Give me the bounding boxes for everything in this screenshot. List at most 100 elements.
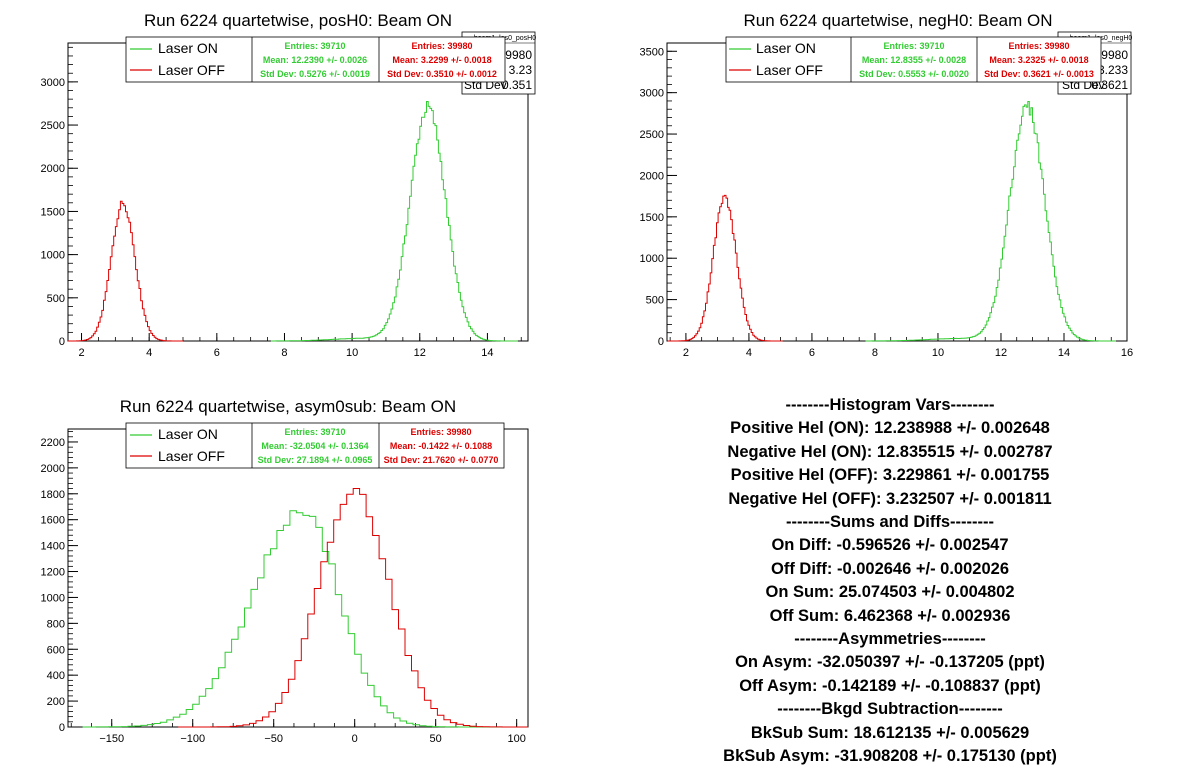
summary-header-sums-diffs: --------Sums and Diffs-------- bbox=[785, 513, 994, 532]
y-tick-label: 600 bbox=[47, 644, 65, 656]
y-tick-label: 0 bbox=[59, 722, 65, 734]
x-tick-label: 50 bbox=[430, 733, 442, 745]
summary-pos-hel-off: Positive Hel (OFF): 3.229861 +/- 0.00175… bbox=[730, 466, 1050, 485]
stat-on-std: Std Dev: 0.5553 +/- 0.0020 bbox=[859, 69, 969, 79]
y-tick-label: 1600 bbox=[41, 515, 65, 527]
statbox-std: 0.351 bbox=[502, 78, 532, 92]
x-tick-label: 12 bbox=[414, 347, 426, 359]
histogram-series-laser-off bbox=[178, 488, 529, 728]
x-tick-label: 8 bbox=[872, 347, 878, 359]
stat-on-std: Std Dev: 27.1894 +/- 0.0965 bbox=[258, 455, 373, 465]
y-tick-label: 800 bbox=[47, 618, 65, 630]
chart-title-posH0: Run 6224 quartetwise, posH0: Beam ON bbox=[144, 11, 452, 30]
legend-label-off: Laser OFF bbox=[158, 448, 225, 464]
legend-asym0sub: Laser ON Laser OFF Entries: 39710 Mean: … bbox=[125, 422, 505, 469]
legend-label-on: Laser ON bbox=[158, 426, 218, 442]
x-tick-label: 8 bbox=[281, 347, 287, 359]
stat-off-std: Std Dev: 0.3621 +/- 0.0013 bbox=[984, 69, 1094, 79]
x-tick-label: 10 bbox=[346, 347, 358, 359]
chart-title-negH0: Run 6224 quartetwise, negH0: Beam ON bbox=[743, 11, 1052, 30]
stat-on-entries: Entries: 39710 bbox=[284, 427, 345, 437]
x-tick-label: 14 bbox=[481, 347, 493, 359]
y-tick-label: 1500 bbox=[640, 212, 664, 224]
plot-frame bbox=[67, 428, 529, 728]
x-tick-label: 100 bbox=[507, 733, 525, 745]
y-tick-label: 400 bbox=[47, 670, 65, 682]
legend-posH0: Laser ON Laser OFF Entries: 39710 Mean: … bbox=[125, 36, 506, 83]
y-tick-label: 2000 bbox=[41, 463, 65, 475]
y-tick-label: 3500 bbox=[640, 46, 664, 58]
summary-header-asymmetries: --------Asymmetries-------- bbox=[794, 630, 986, 649]
statbox-mean: 3.23 bbox=[509, 63, 533, 77]
stat-on-mean: Mean: 12.8355 +/- 0.0028 bbox=[862, 55, 966, 65]
stat-off-mean: Mean: -0.1422 +/- 0.1088 bbox=[390, 441, 492, 451]
statbox-entries: 39980 bbox=[499, 48, 533, 62]
y-tick-label: 1400 bbox=[41, 541, 65, 553]
y-tick-label: 3000 bbox=[41, 77, 65, 89]
histogram-asym0sub: Run 6224 quartetwise, asym0sub: Beam ON … bbox=[41, 397, 529, 745]
summary-header-bkgd-subtraction: --------Bkgd Subtraction-------- bbox=[777, 700, 1003, 719]
stat-off-std: Std Dev: 0.3510 +/- 0.0012 bbox=[387, 69, 497, 79]
y-tick-label: 1000 bbox=[41, 250, 65, 262]
summary-off-asym: Off Asym: -0.142189 +/- -0.108837 (ppt) bbox=[739, 676, 1041, 695]
x-tick-label: −100 bbox=[180, 733, 205, 745]
stat-on-mean: Mean: -32.0504 +/- 0.1364 bbox=[261, 441, 368, 451]
x-tick-label: 6 bbox=[214, 347, 220, 359]
stat-off-entries: Entries: 39980 bbox=[411, 41, 472, 51]
stat-on-std: Std Dev: 0.5276 +/- 0.0019 bbox=[260, 69, 370, 79]
statbox-entries: 39980 bbox=[1095, 48, 1129, 62]
histogram-series-laser-on bbox=[270, 101, 518, 342]
x-tick-label: 12 bbox=[995, 347, 1007, 359]
legend-label-off: Laser OFF bbox=[756, 62, 823, 78]
summary-on-sum: On Sum: 25.074503 +/- 0.004802 bbox=[765, 583, 1015, 602]
x-tick-label: 2 bbox=[683, 347, 689, 359]
y-tick-label: 2500 bbox=[640, 129, 664, 141]
statbox-mean: 3.233 bbox=[1098, 63, 1128, 77]
stat-on-entries: Entries: 39710 bbox=[883, 41, 944, 51]
y-tick-label: 1000 bbox=[640, 253, 664, 265]
y-tick-label: 500 bbox=[47, 293, 65, 305]
x-tick-label: 6 bbox=[809, 347, 815, 359]
summary-bksub-sum: BkSub Sum: 18.612135 +/- 0.005629 bbox=[750, 723, 1030, 742]
y-tick-label: 500 bbox=[646, 295, 664, 307]
y-tick-label: 1800 bbox=[41, 489, 65, 501]
stat-off-entries: Entries: 39980 bbox=[1008, 41, 1069, 51]
x-tick-label: 2 bbox=[78, 347, 84, 359]
y-tick-label: 0 bbox=[59, 336, 65, 348]
legend-label-on: Laser ON bbox=[756, 40, 816, 56]
stat-on-mean: Mean: 12.2390 +/- 0.0026 bbox=[263, 55, 367, 65]
x-tick-label: 4 bbox=[146, 347, 152, 359]
summary-off-diff: Off Diff: -0.002646 +/- 0.002026 bbox=[771, 559, 1009, 578]
summary-off-sum: Off Sum: 6.462368 +/- 0.002936 bbox=[769, 606, 1011, 625]
histogram-series-laser-off bbox=[667, 194, 783, 342]
y-tick-label: 2000 bbox=[640, 170, 664, 182]
x-tick-label: −50 bbox=[264, 733, 283, 745]
summary-header-histogram-vars: --------Histogram Vars-------- bbox=[785, 396, 995, 414]
histogram-series-laser-on bbox=[82, 510, 524, 728]
y-tick-label: 200 bbox=[47, 696, 65, 708]
x-tick-label: 14 bbox=[1058, 347, 1070, 359]
y-tick-label: 1200 bbox=[41, 567, 65, 579]
y-tick-label: 2200 bbox=[41, 437, 65, 449]
y-tick-label: 1500 bbox=[41, 206, 65, 218]
histogram-series-laser-on bbox=[865, 101, 1116, 342]
y-tick-label: 0 bbox=[658, 336, 664, 348]
legend-label-on: Laser ON bbox=[158, 40, 218, 56]
summary-neg-hel-on: Negative Hel (ON): 12.835515 +/- 0.00278… bbox=[727, 442, 1053, 461]
y-tick-label: 2000 bbox=[41, 163, 65, 175]
chart-title-asym0sub: Run 6224 quartetwise, asym0sub: Beam ON bbox=[120, 397, 456, 416]
plot-frame bbox=[67, 42, 529, 342]
summary-on-asym: On Asym: -32.050397 +/- -0.137205 (ppt) bbox=[735, 653, 1045, 672]
x-tick-label: 0 bbox=[352, 733, 358, 745]
histogram-series-laser-off bbox=[68, 200, 183, 342]
stat-off-mean: Mean: 3.2299 +/- 0.0018 bbox=[392, 55, 491, 65]
y-tick-label: 2500 bbox=[41, 120, 65, 132]
summary-panel: --------Histogram Vars-------- Positive … bbox=[640, 394, 1140, 769]
stat-off-entries: Entries: 39980 bbox=[410, 427, 471, 437]
legend-label-off: Laser OFF bbox=[158, 62, 225, 78]
y-tick-label: 1000 bbox=[41, 592, 65, 604]
summary-bksub-asym: BkSub Asym: -31.908208 +/- 0.175130 (ppt… bbox=[723, 747, 1057, 766]
y-tick-label: 3000 bbox=[640, 88, 664, 100]
stat-on-entries: Entries: 39710 bbox=[284, 41, 345, 51]
